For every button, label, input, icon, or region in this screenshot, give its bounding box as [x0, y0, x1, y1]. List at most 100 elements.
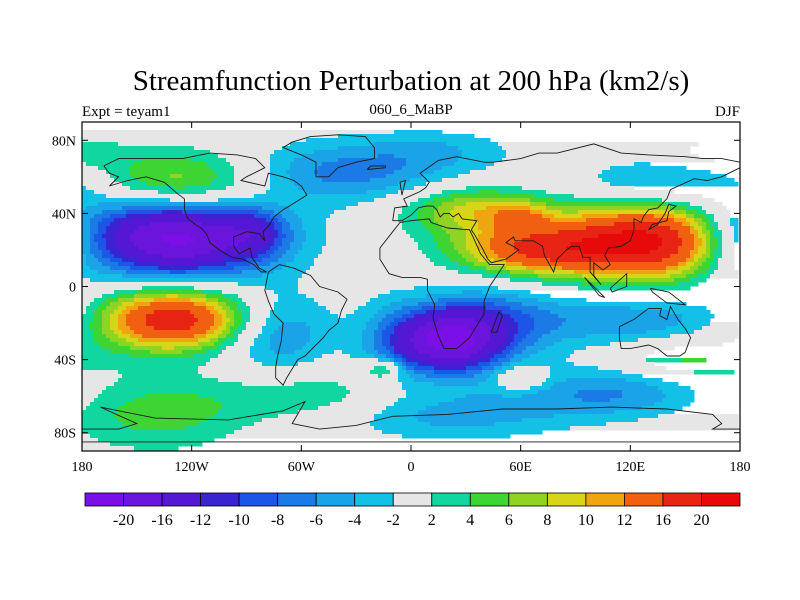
contour-cell — [702, 218, 711, 223]
contour-cell — [502, 362, 511, 367]
contour-cell — [654, 402, 691, 407]
contour-cell — [122, 302, 135, 307]
contour-cell — [222, 314, 227, 319]
contour-cell — [710, 242, 719, 247]
contour-cell — [82, 370, 119, 375]
contour-cell — [114, 178, 139, 183]
contour-cell — [398, 398, 455, 403]
contour-cell — [382, 410, 419, 415]
contour-cell — [486, 266, 507, 271]
contour-cell — [486, 378, 499, 383]
contour-cell — [670, 206, 687, 211]
contour-cell — [102, 310, 115, 315]
contour-cell — [550, 386, 659, 391]
contour-cell — [110, 266, 131, 271]
contour-cell — [282, 322, 307, 327]
contour-cell — [398, 378, 415, 383]
contour-cell — [126, 322, 147, 327]
contour-cell — [278, 298, 315, 303]
contour-cell — [662, 242, 683, 247]
contour-cell — [630, 306, 707, 311]
contour-cell — [366, 350, 379, 355]
contour-cell — [90, 234, 95, 239]
contour-cell — [206, 334, 219, 339]
contour-cell — [402, 222, 423, 227]
colorbar-swatch — [161, 492, 201, 507]
contour-cell — [314, 298, 371, 303]
contour-cell — [662, 238, 683, 243]
contour-cell — [574, 394, 623, 399]
contour-cell — [350, 354, 375, 359]
contour-cell — [202, 346, 219, 351]
contour-cell — [326, 242, 419, 247]
contour-cell — [318, 166, 403, 171]
contour-cell — [430, 194, 451, 199]
contour-cell — [554, 414, 659, 419]
contour-cell — [434, 170, 471, 175]
colorbar-label: -10 — [228, 512, 249, 529]
contour-cell — [250, 354, 323, 359]
contour-cell — [170, 270, 187, 275]
contour-cell — [234, 170, 271, 175]
contour-cell — [542, 382, 555, 387]
contour-cell — [478, 222, 495, 227]
contour-cell — [290, 178, 323, 183]
contour-cell — [114, 310, 123, 315]
contour-cell — [718, 262, 735, 267]
contour-cell — [194, 146, 283, 151]
contour-cell — [102, 250, 111, 255]
contour-cell — [210, 310, 219, 315]
contour-cell — [410, 234, 435, 239]
contour-cell — [706, 222, 711, 227]
contour-cell — [682, 242, 695, 247]
contour-cell — [302, 154, 379, 159]
contour-cell — [494, 366, 503, 371]
contour-cell — [398, 374, 411, 379]
contour-cell — [486, 254, 499, 259]
contour-cell — [398, 362, 403, 367]
contour-cell — [538, 306, 631, 311]
contour-cell — [434, 210, 451, 215]
contour-cell — [134, 262, 159, 267]
contour-cell — [226, 262, 251, 267]
contour-cell — [94, 298, 107, 303]
contour-cell — [294, 382, 339, 387]
experiment-label: Expt = teyam1 — [82, 104, 170, 120]
contour-cell — [130, 346, 163, 351]
contour-cell — [382, 338, 391, 343]
contour-cell — [198, 262, 227, 267]
contour-cell — [414, 346, 435, 351]
contour-cell — [546, 190, 675, 195]
contour-cell — [118, 370, 199, 375]
contour-cell — [250, 310, 271, 315]
contour-cell — [470, 354, 487, 359]
contour-cell — [298, 290, 391, 295]
contour-cell — [418, 418, 523, 423]
colorbar-swatch — [84, 492, 124, 507]
contour-cell — [422, 250, 443, 255]
contour-cell — [226, 434, 403, 439]
contour-cell — [82, 418, 119, 423]
contour-cell — [106, 298, 119, 303]
contour-cell — [414, 286, 499, 291]
contour-cell — [466, 238, 479, 243]
contour-cell — [186, 186, 227, 191]
contour-cell — [714, 258, 719, 263]
contour-cell — [238, 302, 247, 307]
contour-cell — [210, 182, 235, 187]
contour-cell — [146, 182, 211, 187]
contour-cell — [434, 214, 451, 219]
contour-cell — [398, 366, 403, 371]
contour-cell — [422, 206, 439, 211]
contour-cell — [178, 294, 207, 299]
contour-cell — [134, 398, 215, 403]
contour-cell — [346, 206, 403, 211]
contour-cell — [242, 382, 295, 387]
contour-cell — [510, 342, 519, 347]
contour-cell — [702, 254, 711, 259]
contour-cell — [506, 266, 527, 271]
contour-cell — [86, 262, 103, 267]
contour-cell — [418, 358, 479, 363]
contour-cell — [130, 166, 211, 171]
contour-cell — [530, 198, 555, 203]
